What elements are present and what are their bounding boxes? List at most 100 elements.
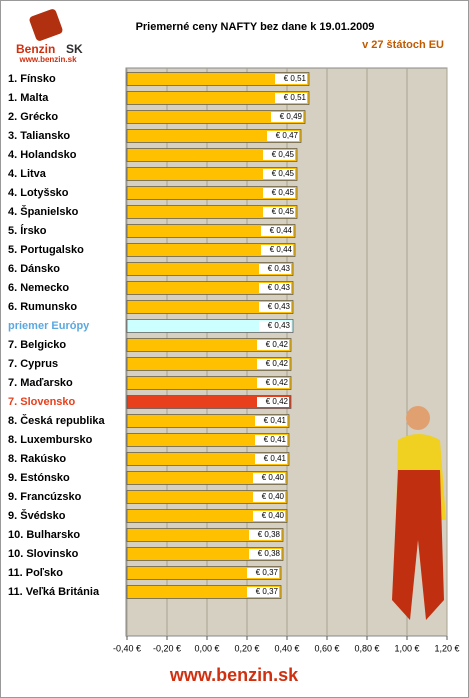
value-label: € 0,49 xyxy=(280,112,303,121)
value-label-box xyxy=(247,568,279,578)
bar xyxy=(126,224,296,238)
category-label: 4. Holandsko xyxy=(8,149,77,161)
value-label-box xyxy=(253,473,285,483)
value-label: € 0,44 xyxy=(270,245,293,254)
value-label-box xyxy=(247,587,279,597)
category-label: 10. Slovinsko xyxy=(8,548,79,560)
value-label: € 0,41 xyxy=(264,454,287,463)
value-label-box xyxy=(255,435,287,445)
x-tick-label: 0,60 € xyxy=(314,643,339,653)
bar xyxy=(126,433,290,447)
bar xyxy=(126,205,298,219)
value-label-box xyxy=(259,283,291,293)
bar xyxy=(126,91,310,105)
bar xyxy=(126,395,292,409)
mascot-overall xyxy=(392,470,444,620)
bar xyxy=(126,452,290,466)
bar xyxy=(126,148,298,162)
category-label: 4. Španielsko xyxy=(8,205,79,218)
x-tick-label: 0,20 € xyxy=(234,643,259,653)
value-label: € 0,40 xyxy=(262,492,285,501)
value-label-box xyxy=(257,378,289,388)
category-label: 6. Rumunsko xyxy=(8,301,77,313)
value-label-box xyxy=(249,530,281,540)
bar xyxy=(126,110,306,124)
bar xyxy=(126,129,302,143)
value-label-box xyxy=(253,492,285,502)
value-label: € 0,38 xyxy=(258,530,281,539)
category-label: priemer Európy xyxy=(8,320,90,332)
bar xyxy=(126,281,294,295)
category-label: 7. Cyprus xyxy=(8,358,58,370)
category-label: 4. Litva xyxy=(8,168,47,180)
category-label: 5. Portugalsko xyxy=(8,244,84,256)
category-label: 5. Írsko xyxy=(8,224,47,237)
value-label: € 0,43 xyxy=(268,264,291,273)
x-tick-label: 0,40 € xyxy=(274,643,299,653)
bar xyxy=(126,490,288,504)
category-label: 8. Rakúsko xyxy=(8,453,66,465)
value-label: € 0,51 xyxy=(284,93,307,102)
bar xyxy=(126,376,292,390)
bar xyxy=(126,357,292,371)
value-label-box xyxy=(259,321,291,331)
value-label-box xyxy=(275,74,307,84)
value-label-box xyxy=(249,549,281,559)
value-label: € 0,43 xyxy=(268,283,291,292)
value-label-box xyxy=(255,416,287,426)
category-label: 1. Malta xyxy=(8,92,49,104)
logo-icon xyxy=(29,9,63,41)
value-label-box xyxy=(257,397,289,407)
value-label-box xyxy=(257,359,289,369)
value-label-box xyxy=(271,112,303,122)
category-label: 10. Bulharsko xyxy=(8,529,80,541)
mascot xyxy=(392,406,446,620)
logo-name: Benzin xyxy=(16,42,55,56)
value-label: € 0,43 xyxy=(268,321,291,330)
x-tick-label: 0,00 € xyxy=(194,643,219,653)
value-label: € 0,42 xyxy=(266,397,289,406)
footer: www.benzin.sk xyxy=(169,665,299,685)
category-label: 11. Poľsko xyxy=(8,567,63,579)
value-label: € 0,40 xyxy=(262,473,285,482)
category-label: 7. Maďarsko xyxy=(8,377,73,389)
value-label-box xyxy=(253,511,285,521)
value-label-box xyxy=(263,207,295,217)
value-label: € 0,40 xyxy=(262,511,285,520)
category-label: 9. Estónsko xyxy=(8,472,70,484)
value-label: € 0,41 xyxy=(264,416,287,425)
bar xyxy=(126,547,284,561)
category-label: 8. Luxembursko xyxy=(8,434,93,446)
category-label: 9. Švédsko xyxy=(8,509,66,522)
category-label: 8. Česká republika xyxy=(8,414,105,427)
value-label-box xyxy=(257,340,289,350)
bar xyxy=(126,186,298,200)
value-label: € 0,45 xyxy=(272,150,295,159)
value-label: € 0,47 xyxy=(276,131,299,140)
value-label-box xyxy=(263,188,295,198)
x-tick-label: 1,00 € xyxy=(394,643,419,653)
category-label: 11. Veľká Británia xyxy=(8,586,100,598)
category-label: 3. Taliansko xyxy=(8,130,70,142)
logo-url: www.benzin.sk xyxy=(18,55,77,64)
bar xyxy=(126,471,288,485)
value-label-box xyxy=(275,93,307,103)
bar xyxy=(126,528,284,542)
category-label: 2. Grécko xyxy=(8,111,58,123)
value-label-box xyxy=(261,226,293,236)
bar xyxy=(126,566,282,580)
value-label-box xyxy=(261,245,293,255)
value-label: € 0,42 xyxy=(266,378,289,387)
category-label: 7. Belgicko xyxy=(8,339,66,351)
bar xyxy=(126,585,282,599)
value-label-box xyxy=(255,454,287,464)
value-label-box xyxy=(259,264,291,274)
category-label: 6. Dánsko xyxy=(8,263,60,275)
mascot-head xyxy=(406,406,430,430)
value-label: € 0,45 xyxy=(272,207,295,216)
x-tick-label: -0,20 € xyxy=(153,643,181,653)
value-label: € 0,42 xyxy=(266,359,289,368)
bar xyxy=(126,509,288,523)
bar xyxy=(126,243,296,257)
value-label: € 0,41 xyxy=(264,435,287,444)
